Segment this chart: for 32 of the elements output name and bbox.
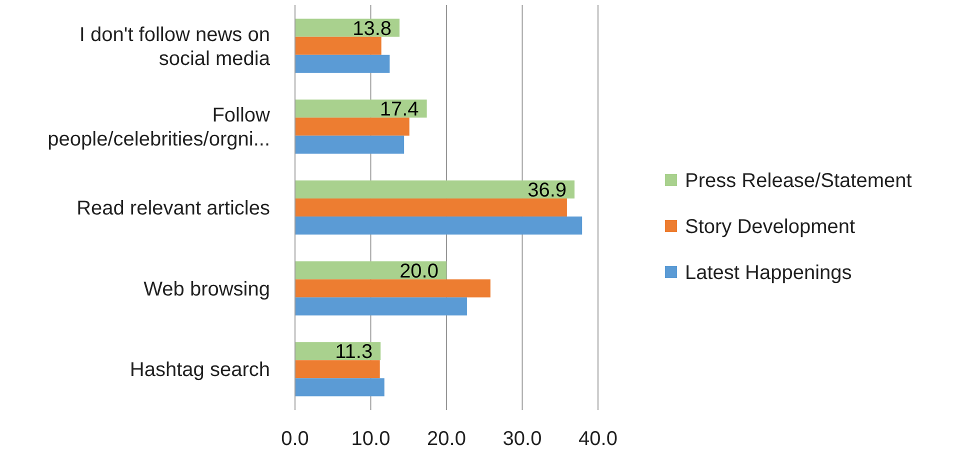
bar [295,100,427,118]
data-label: 17.4 [380,98,419,121]
bar [295,360,380,378]
bar [295,180,575,198]
data-label: 11.3 [335,341,373,364]
bar [295,136,404,154]
bar [295,279,490,298]
data-label: 20.0 [400,260,438,282]
bar [295,118,410,136]
data-label: 13.8 [352,18,392,40]
bar [295,216,582,235]
y-tick-label: Hashtag search [130,359,270,382]
data-label: 36.9 [528,179,567,202]
y-tick-label: Follow people/celebrities/orgni... [48,104,271,151]
x-tick-label: 0.0 [281,428,309,450]
bar [295,198,567,217]
x-tick-label: 10.0 [351,428,390,450]
bar [295,18,400,37]
bar [295,36,382,55]
bar [295,378,384,396]
x-tick-label: 30.0 [502,428,542,450]
y-tick-label: Web browsing [144,278,270,300]
bar [295,297,467,316]
bar [295,261,446,280]
bar [295,54,390,73]
legend-label: Story Development [685,216,856,238]
x-tick-label: 20.0 [427,428,466,450]
y-tick-label: Read relevant articles [76,198,270,220]
legend-label: Latest Happenings [685,262,852,284]
legend-label: Press Release/Statement [685,170,912,192]
x-tick-label: 40.0 [578,428,618,450]
y-tick-label: I don't follow news on social media [79,24,271,70]
